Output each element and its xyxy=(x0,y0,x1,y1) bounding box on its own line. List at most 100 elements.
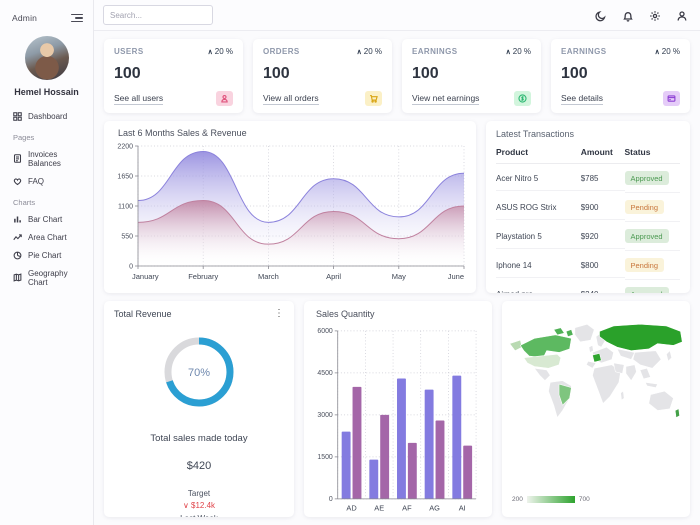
status-badge: Approved xyxy=(624,287,669,293)
gear-icon[interactable] xyxy=(649,9,661,21)
stat-card-users: USERS ∧ 20 % 100 See all users xyxy=(104,39,243,113)
dashboard-icon xyxy=(13,111,22,121)
sidebar-item-label: Bar Chart xyxy=(28,214,63,224)
sidebar-item-label: Dashboard xyxy=(28,111,68,121)
sales-revenue-card: Last 6 Months Sales & Revenue 0 550 1100 16… xyxy=(104,121,476,293)
see-all-users-link[interactable]: See all users xyxy=(114,92,164,105)
last-week-label: Last Week xyxy=(114,513,284,517)
table-row-status: Pending xyxy=(624,251,680,280)
stat-card-earnings: EARNINGS ∧ 20 % 100 View net earnings xyxy=(402,39,541,113)
middle-row: Last 6 Months Sales & Revenue 0 550 1100 16… xyxy=(104,121,690,293)
svg-text:1650: 1650 xyxy=(117,173,133,180)
kebab-menu-icon[interactable]: ⋮ xyxy=(274,308,284,319)
arrow-down-icon: ∨ xyxy=(182,501,189,511)
trend-up-icon: ∧ xyxy=(505,48,511,56)
sales-quantity-title: Sales Quantity xyxy=(316,309,375,319)
view-net-earnings-link[interactable]: View net earnings xyxy=(412,92,480,105)
stats-row: USERS ∧ 20 % 100 See all users ORDERS ∧ 20… xyxy=(104,39,690,113)
person-icon xyxy=(221,94,228,103)
stat-card-orders: ORDERS ∧ 20 % 100 View all orders xyxy=(253,39,392,113)
svg-text:3000: 3000 xyxy=(317,412,333,419)
stat-badge-1 xyxy=(365,91,382,106)
sidebar-item-dashboard[interactable]: Dashboard xyxy=(0,107,93,125)
trend-up-icon: ∧ xyxy=(654,48,660,56)
stat-trend: ∧ 20 % xyxy=(654,47,680,56)
table-row-status: Approved xyxy=(624,222,680,251)
total-revenue-title: Total Revenue xyxy=(114,309,172,319)
stat-card-earnings-2: EARNINGS ∧ 20 % 100 See details xyxy=(551,39,690,113)
revenue-donut-chart: 70% xyxy=(164,337,234,407)
sidebar-menu: Dashboard Pages Invoices Balances FAQ Ch… xyxy=(0,107,93,291)
svg-text:550: 550 xyxy=(121,233,133,240)
svg-text:1100: 1100 xyxy=(118,203,133,210)
trend-up-icon: ∧ xyxy=(207,48,213,56)
status-badge: Approved xyxy=(624,229,669,243)
stat-title: ORDERS xyxy=(263,47,300,56)
stat-trend: ∧ 20 % xyxy=(207,47,233,56)
sidebar-item-pie-chart[interactable]: Pie Chart xyxy=(0,246,93,264)
moon-icon[interactable] xyxy=(595,9,607,22)
stat-trend: ∧ 20 % xyxy=(505,47,531,56)
table-row-amount: $240 xyxy=(581,283,625,294)
topbar xyxy=(94,0,700,31)
column-header-status: Status xyxy=(624,144,680,164)
stat-value: 100 xyxy=(114,64,141,82)
menu-toggle-icon[interactable] xyxy=(71,12,83,24)
sidebar: Admin Hemel Hossain Dashboard Pages Invo… xyxy=(0,0,94,525)
legend-gradient xyxy=(526,496,575,503)
area-chart-icon xyxy=(13,234,22,240)
stat-badge-3 xyxy=(663,91,680,106)
sales-revenue-chart: 0 550 1100 1650 2200 January February March Apri… xyxy=(117,143,465,281)
sidebar-item-bar-chart[interactable]: Bar Chart xyxy=(0,210,93,228)
table-row-status: Approved xyxy=(624,280,680,293)
transactions-table: Product Amount Status Acer Nitro 5 $785 … xyxy=(496,144,680,293)
status-badge: Pending xyxy=(624,200,665,214)
bar-chart-icon xyxy=(14,216,21,223)
target-delta: ∨ $12.4k xyxy=(182,501,216,511)
sales-revenue-title: Last 6 Months Sales & Revenue xyxy=(118,128,247,138)
sidebar-item-faq[interactable]: FAQ xyxy=(0,172,93,190)
stat-title: EARNINGS xyxy=(561,47,607,56)
wallet-icon xyxy=(667,95,676,102)
sidebar-item-area-chart[interactable]: Area Chart xyxy=(0,228,93,246)
stat-value: 100 xyxy=(412,64,439,82)
table-row-amount: $920 xyxy=(580,225,625,249)
target-label: Target xyxy=(187,489,211,498)
view-all-orders-link[interactable]: View all orders xyxy=(263,92,319,105)
dollar-icon xyxy=(518,94,527,103)
svg-text:January: January xyxy=(132,272,159,281)
pie-chart-icon xyxy=(13,251,22,260)
revenue-amount: $420 xyxy=(186,460,212,472)
svg-text:6000: 6000 xyxy=(317,328,333,335)
stat-value: 100 xyxy=(263,64,290,82)
sidebar-item-label: Geography Chart xyxy=(28,268,68,287)
svg-text:AE: AE xyxy=(374,504,384,513)
revenue-subtitle: Total sales made today xyxy=(150,433,248,444)
sidebar-item-label: Area Chart xyxy=(28,232,67,242)
table-row-amount: $800 xyxy=(580,254,625,278)
svg-text:AD: AD xyxy=(346,504,356,513)
sidebar-item-label: Invoices Balances xyxy=(28,149,61,168)
map-icon xyxy=(13,273,22,282)
section-label-charts: Charts xyxy=(13,198,36,208)
column-header-amount: Amount xyxy=(580,144,625,164)
bottom-row: Total Revenue ⋮ 70% Total sales made tod… xyxy=(104,301,690,517)
svg-text:February: February xyxy=(188,272,218,281)
world-map xyxy=(509,324,683,418)
avatar[interactable] xyxy=(24,36,69,81)
sidebar-item-invoices[interactable]: Invoices Balances xyxy=(0,145,93,172)
person-icon[interactable] xyxy=(676,9,688,21)
svg-text:0: 0 xyxy=(129,263,133,270)
sidebar-item-geography-chart[interactable]: Geography Chart xyxy=(0,264,93,291)
geography-card: 200 700 xyxy=(502,301,690,517)
status-badge: Approved xyxy=(624,171,669,185)
svg-text:4500: 4500 xyxy=(317,370,333,377)
stat-trend: ∧ 20 % xyxy=(356,47,382,56)
stat-value: 100 xyxy=(561,64,588,82)
search-input[interactable] xyxy=(103,5,213,25)
bell-icon[interactable] xyxy=(622,9,634,22)
stat-title: EARNINGS xyxy=(412,47,458,56)
table-row-status: Approved xyxy=(624,164,680,193)
see-details-link[interactable]: See details xyxy=(561,92,604,105)
